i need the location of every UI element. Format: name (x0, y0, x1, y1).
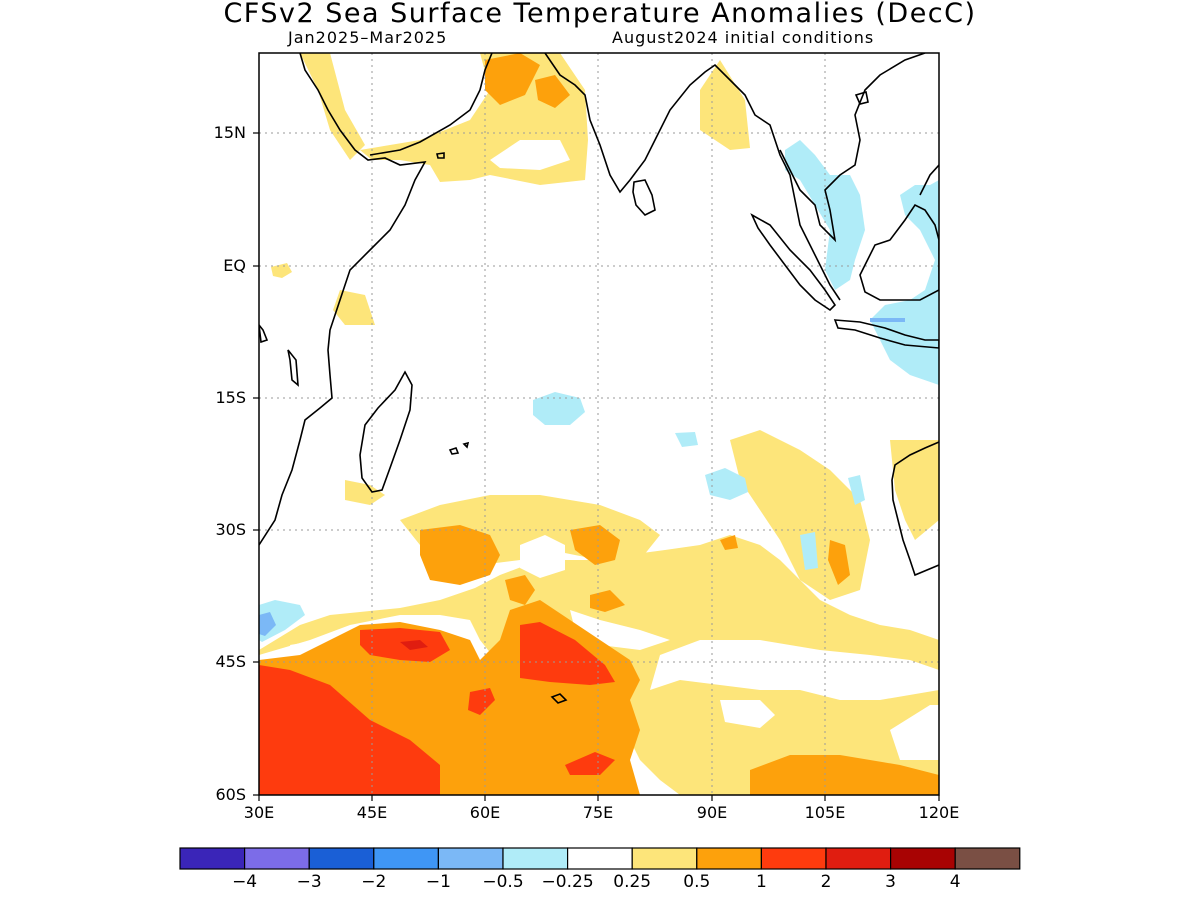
arabia-coastline (369, 53, 493, 156)
colorbar-swatch (825, 847, 892, 870)
colorbar-swatch (631, 847, 698, 870)
lon-label-105e: 105E (804, 803, 846, 822)
plot-frame (258, 52, 940, 796)
anomaly-band-neg-0.5 (259, 318, 905, 636)
island-5 (287, 349, 299, 387)
lon-label-90e: 90E (696, 803, 728, 822)
colorbar-swatch (566, 847, 633, 870)
axis-ticks (253, 132, 940, 801)
persia-coastline (544, 53, 841, 301)
sri-lanka-coastline (632, 179, 656, 216)
colorbar-label: 0.5 (683, 872, 711, 892)
colorbar-label: 4 (949, 872, 961, 892)
init-label: August2024 initial conditions (612, 28, 875, 47)
colorbar-label: −0.25 (541, 872, 594, 892)
island-2 (462, 441, 470, 449)
africa-coastline (259, 53, 427, 546)
sumatra-coastline (750, 213, 837, 312)
colorbar-label: 0.25 (613, 872, 652, 892)
period-label: Jan2025–Mar2025 (288, 28, 448, 47)
colorbar-label: −1 (425, 872, 451, 892)
island-1 (448, 447, 460, 455)
lon-label-45e: 45E (356, 803, 388, 822)
colorbar-label: −0.5 (482, 872, 524, 892)
borneo-coastline (859, 203, 939, 301)
colorbar-label: −3 (296, 872, 322, 892)
colorbar-swatch (889, 847, 956, 870)
colorbar-label: 1 (755, 872, 767, 892)
australia-coastline (891, 441, 939, 577)
lon-label-30e: 30E (243, 803, 275, 822)
island-4 (436, 152, 445, 159)
colorbar-swatch (954, 847, 1021, 870)
lon-label-60e: 60E (469, 803, 501, 822)
lon-label-120e: 120E (918, 803, 960, 822)
colorbar-swatch (760, 847, 827, 870)
lat-label-30s: 30S (215, 520, 246, 539)
indochina-coastline (779, 53, 926, 243)
coastlines (259, 53, 939, 704)
lat-label-15n: 15N (213, 123, 246, 142)
colorbar-label: 2 (820, 872, 832, 892)
colorbar-swatch (244, 847, 310, 870)
colorbar-label: −2 (361, 872, 387, 892)
madagascar-coastline (359, 370, 413, 493)
island-3 (550, 693, 568, 704)
colorbar-swatch (373, 847, 439, 870)
colorbar-swatch (696, 847, 762, 870)
colorbar-swatch (308, 847, 375, 870)
java-coastline (833, 319, 939, 349)
chart-title: CFSv2 Sea Surface Temperature Anomalies … (223, 0, 977, 29)
anomaly-band-2-3 (400, 640, 428, 650)
sulawesi-coastline (919, 164, 939, 196)
colorbar (179, 847, 1021, 870)
colorbar-label: −4 (232, 872, 258, 892)
colorbar-label: 3 (885, 872, 897, 892)
grid-lines (259, 53, 939, 795)
colorbar-swatch (437, 847, 504, 870)
lat-label-45s: 45S (215, 652, 246, 671)
colorbar-swatch (179, 847, 246, 870)
lat-label-eq: EQ (223, 256, 246, 275)
island-6 (259, 323, 269, 344)
lat-label-60s: 60S (215, 785, 246, 804)
lon-label-75e: 75E (582, 803, 614, 822)
lat-label-15s: 15S (215, 388, 246, 407)
colorbar-swatch (502, 847, 569, 870)
anomaly-fields (259, 53, 939, 795)
island-7 (854, 90, 869, 105)
